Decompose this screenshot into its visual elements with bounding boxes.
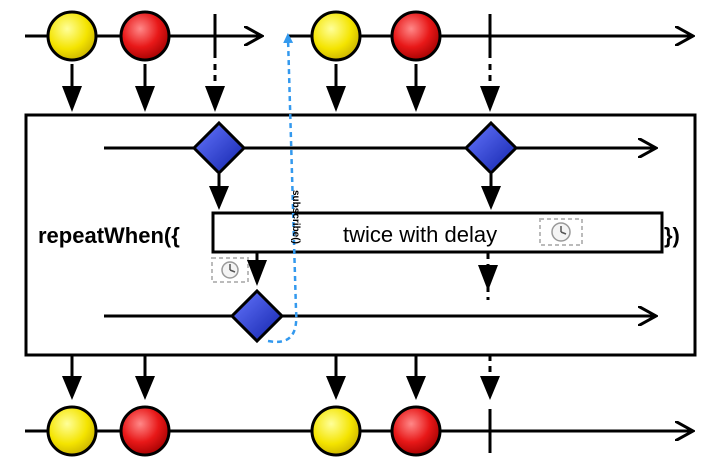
delay-clock-icon	[211, 257, 249, 283]
output-arrows	[62, 355, 500, 400]
repeat-diamond	[229, 288, 285, 344]
notification-diamond-2	[463, 120, 519, 176]
inner-function-label: twice with delay	[343, 222, 497, 247]
output-arrow-complete	[480, 376, 500, 400]
notification-diamond-1	[191, 120, 247, 176]
result-yellow-marble	[46, 405, 98, 457]
input-arrow-complete	[205, 86, 225, 112]
operator-box: repeatWhen({ }) twice with delay	[24, 113, 697, 357]
inner-input-arrow-2	[481, 186, 501, 210]
source-red-marble-repeat	[390, 10, 442, 62]
result-red-marble-repeat	[390, 405, 442, 457]
subscribe-label: subscribe()	[290, 190, 301, 244]
output-arrow-red-repeat	[406, 376, 426, 400]
output-arrow-red	[135, 376, 155, 400]
input-arrow-yellow-repeat	[326, 86, 346, 112]
source-yellow-marble-repeat	[310, 10, 362, 62]
clock-icon	[539, 218, 583, 246]
output-arrow-yellow	[62, 376, 82, 400]
output-arrow-yellow-repeat	[326, 376, 346, 400]
input-arrow-red	[135, 86, 155, 112]
input-arrows	[62, 64, 500, 112]
inner-output-arrow	[247, 260, 267, 286]
source-yellow-marble	[46, 10, 98, 62]
input-arrow-red-repeat	[406, 86, 426, 112]
source-red-marble	[119, 10, 171, 62]
source-timeline	[25, 10, 693, 62]
input-arrow-complete-repeat	[480, 86, 500, 112]
input-arrow-yellow	[62, 86, 82, 112]
result-yellow-marble-repeat	[310, 405, 362, 457]
subscribe-arrow	[267, 33, 298, 344]
result-timeline	[25, 405, 693, 457]
operator-suffix-label: })	[664, 223, 680, 248]
inner-input-arrow-1	[209, 186, 229, 210]
inner-complete-arrow	[478, 265, 498, 291]
result-red-marble	[119, 405, 171, 457]
operator-prefix-label: repeatWhen({	[38, 223, 180, 248]
subscribe-annotation: subscribe()	[267, 33, 301, 344]
inner-function-box	[211, 211, 664, 254]
